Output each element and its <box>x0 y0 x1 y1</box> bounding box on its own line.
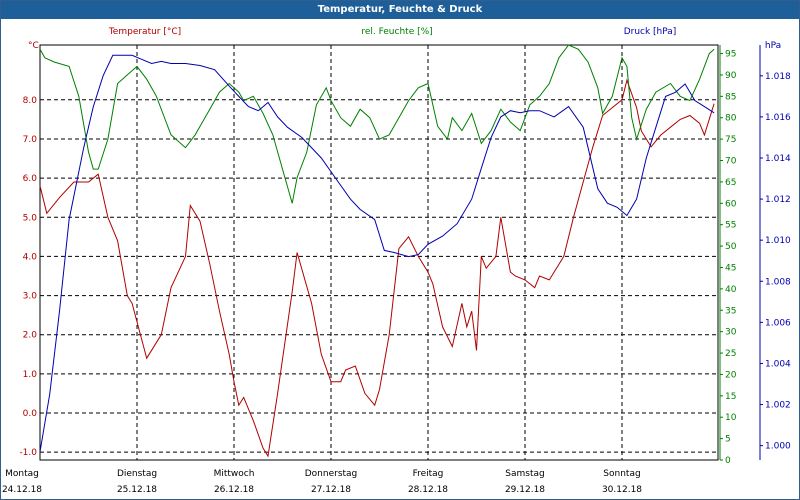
temperature-tick-label: 8.0 <box>23 96 38 106</box>
legend-humidity: rel. Feuchte [%] <box>361 27 432 37</box>
series-line-temperature <box>39 78 715 458</box>
humidity-tick-label: 0 <box>725 456 731 466</box>
humidity-tick-label: 20 <box>725 370 737 380</box>
temperature-tick-label: -1.0 <box>19 448 37 458</box>
temperature-tick-label: 3.0 <box>23 292 38 302</box>
humidity-tick-label: 90 <box>725 71 737 81</box>
humidity-tick-label: 95 <box>725 50 736 60</box>
pressure-tick-label: 1.008 <box>765 277 791 287</box>
pressure-tick-label: 1.010 <box>765 236 791 246</box>
x-date-label: 24.12.18 <box>2 485 42 495</box>
x-date-label: 27.12.18 <box>311 485 351 495</box>
x-date-label: 30.12.18 <box>602 485 642 495</box>
humidity-tick-label: 85 <box>725 92 736 102</box>
temperature-tick-label: 1.0 <box>23 370 38 380</box>
x-date-label: 29.12.18 <box>505 485 545 495</box>
pressure-tick-label: 1.006 <box>765 318 791 328</box>
plot-area <box>39 44 719 461</box>
x-day-label: Sonntag <box>603 469 640 479</box>
grid-lines <box>40 45 718 460</box>
humidity-tick-label: 25 <box>725 349 736 359</box>
humidity-tick-label: 30 <box>725 328 737 338</box>
pressure-tick-label: 1.002 <box>765 401 791 411</box>
humidity-tick-label: 15 <box>725 392 736 402</box>
pressure-tick-label: 1.004 <box>765 359 791 369</box>
humidity-tick-label: 5 <box>725 435 731 445</box>
series-line-humidity <box>39 44 715 204</box>
legend-pressure: Druck [hPa] <box>624 27 677 37</box>
pressure-tick-label: 1.012 <box>765 195 791 205</box>
humidity-tick-label: 45 <box>725 263 736 273</box>
pressure-tick-label: 1.018 <box>765 72 791 82</box>
humidity-tick-label: 75 <box>725 135 736 145</box>
temperature-tick-label: 5.0 <box>23 213 38 223</box>
series-line-pressure <box>39 54 715 452</box>
x-axis-labels: Montag 24.12.18 Dienstag 25.12.18 Mittwoch 26… <box>2 469 642 495</box>
temperature-tick-label: 7.0 <box>23 135 38 145</box>
x-date-label: 28.12.18 <box>408 485 448 495</box>
x-day-label: Freitag <box>413 469 444 479</box>
axis-ticks: -1.0 0.0 1.0 2.0 3.0 4.0 5.0 6.0 7.0 8.0 0 5 10 15 20 2… <box>19 45 791 466</box>
temperature-tick-label: 2.0 <box>23 331 38 341</box>
humidity-tick-label: 35 <box>725 306 736 316</box>
temperature-unit: °C <box>28 41 39 51</box>
legend-temperature: Temperatur [°C] <box>108 27 181 37</box>
chart-title: Temperatur, Feuchte & Druck <box>1 1 799 19</box>
humidity-tick-label: 55 <box>725 221 736 231</box>
temperature-tick-label: 0.0 <box>23 409 38 419</box>
humidity-tick-label: 60 <box>725 199 737 209</box>
series-lines <box>39 44 715 458</box>
pressure-tick-label: 1.000 <box>765 442 791 452</box>
humidity-tick-label: 65 <box>725 178 736 188</box>
pressure-tick-label: 1.014 <box>765 154 791 164</box>
x-day-label: Samstag <box>505 469 544 479</box>
x-date-label: 25.12.18 <box>117 485 157 495</box>
x-date-label: 26.12.18 <box>214 485 254 495</box>
humidity-tick-label: 40 <box>725 285 737 295</box>
x-day-label: Montag <box>5 469 39 479</box>
x-day-label: Donnerstag <box>305 469 358 479</box>
humidity-tick-label: 70 <box>725 157 737 167</box>
x-day-label: Mittwoch <box>214 469 255 479</box>
humidity-tick-label: 50 <box>725 242 737 252</box>
humidity-tick-label: 80 <box>725 114 737 124</box>
humidity-tick-label: 10 <box>725 413 737 423</box>
temperature-tick-label: 4.0 <box>23 252 38 262</box>
pressure-tick-label: 1.016 <box>765 113 791 123</box>
temperature-tick-label: 6.0 <box>23 174 38 184</box>
pressure-unit: hPa <box>765 41 781 51</box>
x-day-label: Dienstag <box>117 469 157 479</box>
